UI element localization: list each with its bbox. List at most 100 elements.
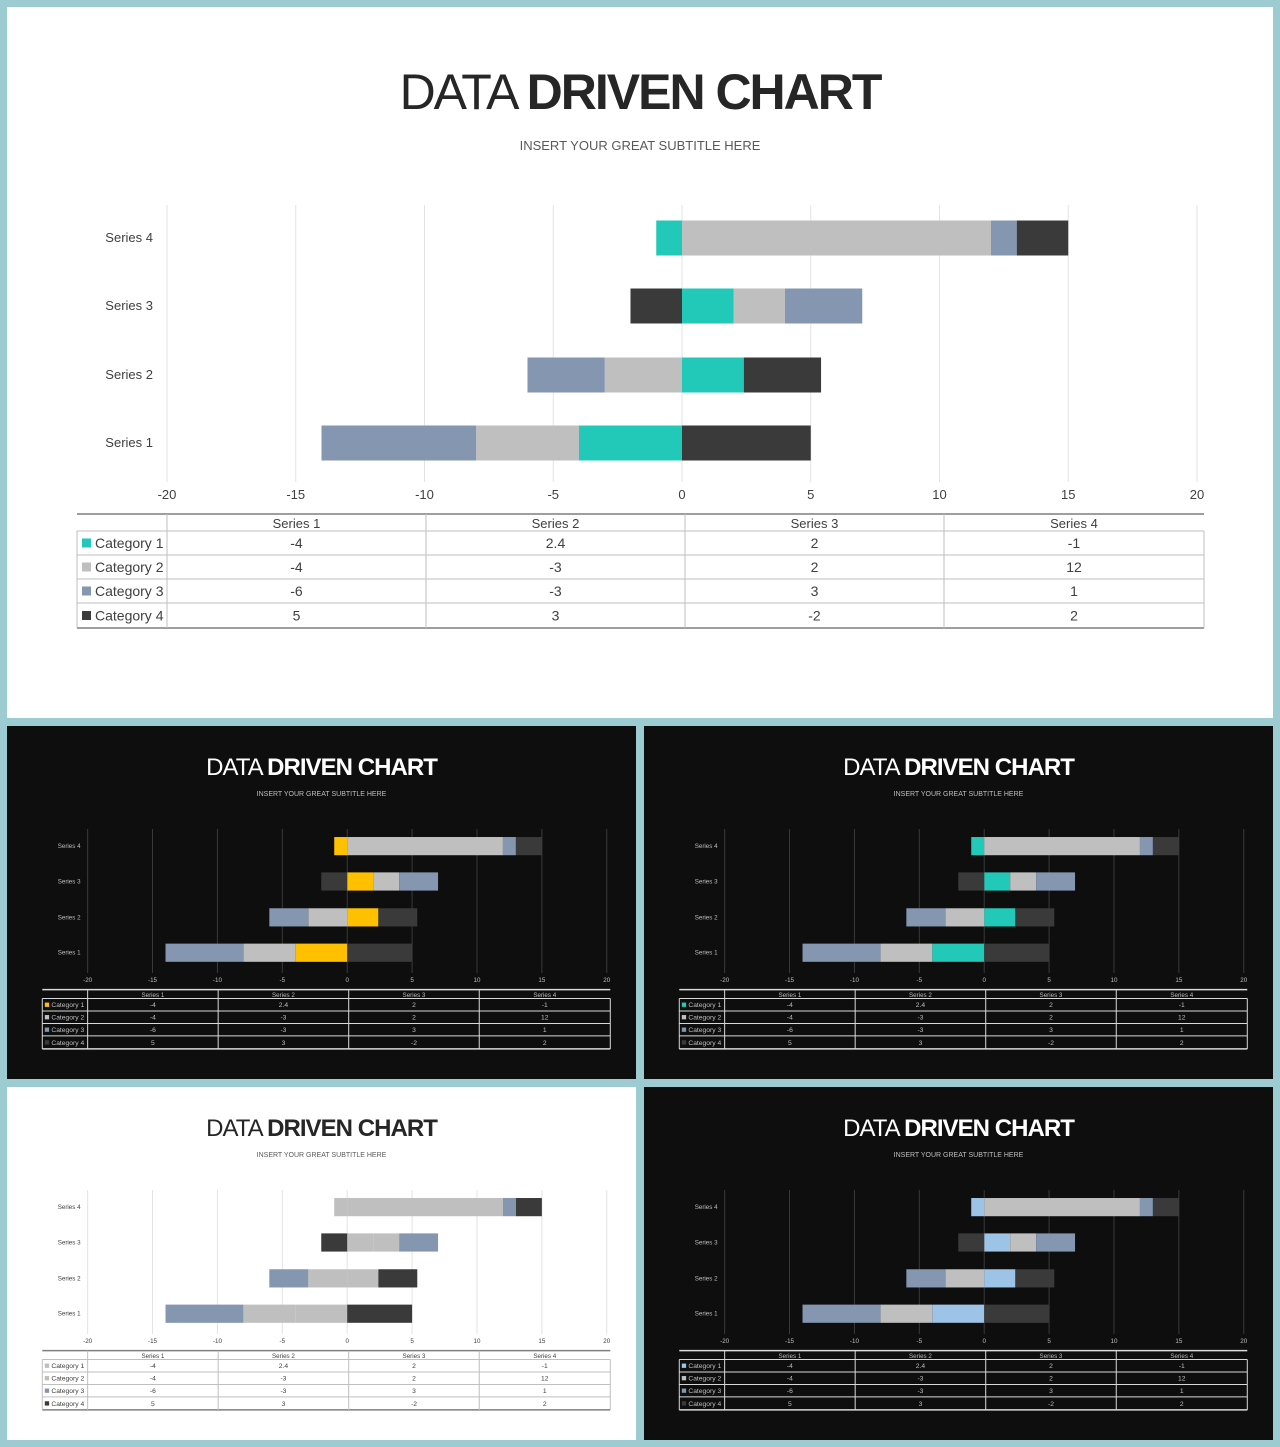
table-cell: -2 <box>411 1401 417 1408</box>
bar <box>321 872 348 891</box>
table-cell: 3 <box>811 583 819 599</box>
table-cell: 2.4 <box>916 1002 926 1009</box>
slide-dark-yellow: DATA DRIVEN CHART INSERT YOUR GREAT SUBT… <box>7 726 636 1079</box>
table-cell: -1 <box>1179 1002 1185 1009</box>
table-cell: -2 <box>808 608 821 624</box>
table-header: Series 2 <box>909 992 932 999</box>
bar <box>295 943 348 962</box>
bar <box>656 220 682 256</box>
table-cell: 3 <box>1049 1388 1053 1395</box>
table-cell: -4 <box>787 1376 793 1383</box>
table-cell: -1 <box>1179 1363 1185 1370</box>
table-cell: -1 <box>542 1363 548 1370</box>
table-cell: -6 <box>787 1388 793 1395</box>
title-bold: DRIVEN CHART <box>904 754 1075 781</box>
tick-label: -10 <box>850 977 860 984</box>
legend-swatch <box>681 1040 687 1045</box>
bar <box>243 1304 296 1323</box>
bar <box>802 943 881 962</box>
table-cell: 3 <box>412 1027 416 1034</box>
bar <box>269 1269 309 1288</box>
bar <box>378 908 418 927</box>
bar <box>1010 872 1037 891</box>
table-cell: 12 <box>541 1015 549 1022</box>
legend-swatch <box>681 1015 687 1020</box>
table-cell: 2 <box>412 1376 416 1383</box>
bar <box>321 1233 348 1252</box>
table-cell: -4 <box>150 1363 156 1370</box>
table-header: Series 1 <box>778 1353 801 1360</box>
category-label: Series 3 <box>695 878 718 885</box>
category-label: Series 3 <box>105 298 153 313</box>
tick-label: 0 <box>982 977 986 984</box>
table-cell: 1 <box>1180 1027 1184 1034</box>
slide-subtitle: INSERT YOUR GREAT SUBTITLE HERE <box>519 138 761 153</box>
title-light: DATA <box>843 1115 899 1142</box>
legend-swatch <box>44 1363 50 1368</box>
tick-label: 15 <box>1175 1338 1182 1345</box>
bar <box>984 1198 1140 1217</box>
table-cell: 2.4 <box>916 1363 926 1370</box>
tick-label: 5 <box>410 1338 414 1345</box>
tick-label: 15 <box>538 1338 545 1345</box>
table-header: Series 2 <box>532 516 580 531</box>
legend-swatch <box>44 1040 50 1045</box>
tick-label: -20 <box>83 977 93 984</box>
bar <box>945 908 985 927</box>
legend-swatch <box>681 1363 687 1368</box>
tick-label: -20 <box>158 487 177 502</box>
slide-title: DATA DRIVEN CHART <box>644 754 1273 782</box>
table-cell: 12 <box>1178 1015 1186 1022</box>
tick-label: -15 <box>148 1338 158 1345</box>
title-bold: DRIVEN CHART <box>267 1115 438 1142</box>
table-cell: 3 <box>552 608 560 624</box>
table-cell: -3 <box>549 559 562 575</box>
table-row-label: Category 3 <box>51 1388 84 1395</box>
tick-label: -20 <box>720 1338 730 1345</box>
table-cell: 2 <box>412 1363 416 1370</box>
bar <box>1139 1198 1153 1217</box>
tick-label: 15 <box>1175 977 1182 984</box>
bar <box>579 425 682 461</box>
table-header: Series 2 <box>272 992 295 999</box>
table-cell: -4 <box>787 1015 793 1022</box>
tick-label: -5 <box>280 1338 286 1345</box>
bar <box>630 288 682 324</box>
bar <box>945 1269 985 1288</box>
table-row-label: Category 1 <box>51 1002 84 1009</box>
category-label: Series 3 <box>58 878 81 885</box>
bar <box>165 1304 244 1323</box>
tick-label: 20 <box>1240 977 1247 984</box>
table-header: Series 4 <box>533 992 556 999</box>
table-cell: -4 <box>150 1015 156 1022</box>
bar <box>984 1304 1050 1323</box>
table-header: Series 2 <box>272 1353 295 1360</box>
category-label: Series 2 <box>58 914 81 921</box>
bar <box>682 288 734 324</box>
bar <box>682 357 744 393</box>
table-cell: -3 <box>917 1388 923 1395</box>
table-row-label: Category 2 <box>688 1376 721 1383</box>
table-cell: -3 <box>549 583 562 599</box>
bar <box>1015 1269 1055 1288</box>
table-cell: 3 <box>282 1040 286 1047</box>
table-header: Series 4 <box>533 1353 556 1360</box>
table-row-label: Category 3 <box>51 1027 84 1034</box>
bar <box>991 220 1017 256</box>
table-header: Series 3 <box>403 992 426 999</box>
tick-label: 0 <box>345 1338 349 1345</box>
table-cell: 2 <box>412 1002 416 1009</box>
table-header: Series 1 <box>273 516 321 531</box>
category-label: Series 2 <box>695 1275 718 1282</box>
table-header: Series 3 <box>1040 1353 1063 1360</box>
bar <box>321 425 476 461</box>
table-cell: -1 <box>542 1002 548 1009</box>
bar <box>347 872 374 891</box>
table-cell: -3 <box>917 1027 923 1034</box>
bar <box>334 837 348 856</box>
table-cell: -4 <box>290 559 303 575</box>
